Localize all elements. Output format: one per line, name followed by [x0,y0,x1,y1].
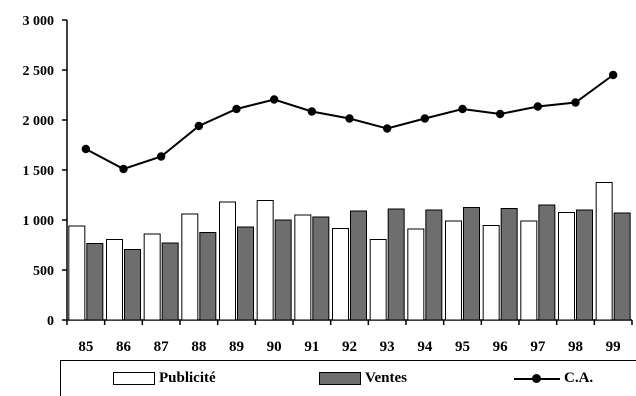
bar-ventes [538,204,556,321]
bar-publicite [219,201,236,321]
bar-publicite [520,220,538,321]
ca-point [156,152,166,161]
legend-item-ca: C.A. [514,370,593,387]
x-tick-label: 90 [267,339,282,355]
ca-point [119,164,128,174]
x-tick-label: 95 [455,339,470,355]
ca-line-series [81,70,618,174]
ca-point [608,70,618,80]
ca-point [81,144,91,154]
bar-publicite [482,225,500,321]
bar-ventes [500,208,518,321]
legend-label-ca: C.A. [564,370,594,386]
ca-point [533,102,543,111]
ca-point [269,95,279,104]
bar-publicite [595,182,613,321]
ca-point [345,114,354,123]
x-tick-label: 93 [380,339,395,355]
bar-ventes [86,243,104,321]
legend-item-publicite: Publicité [113,370,216,387]
bar-ventes [350,210,367,321]
bar-publicite [332,228,349,321]
y-tick-label: 1 500 [23,164,55,179]
legend-swatch-ca [514,372,560,385]
bar-ventes [613,212,631,321]
legend-label-publicite: Publicité [159,370,216,386]
ca-point [382,124,392,133]
bar-publicite [106,239,123,321]
bar-publicite [369,239,387,321]
axis-labels: 0 500 1 000 1 500 2 000 2 500 3 000 85 86 87 88 89 9… [23,14,621,355]
ca-point [458,104,467,114]
bar-ventes [237,226,254,321]
x-tick-label: 96 [493,339,509,355]
chart-svg: 0 500 1 000 1 500 2 000 2 500 3 000 85 86 87 88 89 9… [23,14,633,355]
ca-point [495,109,505,119]
x-tick-label: 86 [116,339,132,355]
legend-label-ventes: Ventes [365,370,407,386]
legend-swatch-ventes [319,372,361,385]
axes [62,19,633,325]
bar-publicite [558,212,575,321]
y-tick-label: 500 [33,264,54,279]
bar-ventes [425,209,443,321]
bar-ventes [274,219,292,321]
bar-publicite [68,225,86,321]
bar-ventes [463,207,480,321]
ca-point [307,107,317,116]
bar-publicite [407,228,425,321]
x-tick-label: 94 [417,339,433,355]
y-tick-label: 0 [47,314,54,329]
bar-ventes [576,209,593,321]
y-tick-label: 2 000 [23,114,55,129]
ca-point [420,114,430,123]
bar-publicite [181,213,199,321]
x-tick-label: 98 [568,339,583,355]
bar-publicite [445,220,462,321]
x-tick-label: 91 [304,339,319,355]
legend-item-ventes: Ventes [319,370,407,387]
bar-ventes [199,232,217,321]
bar-ventes [312,216,330,321]
ca-point [232,104,241,114]
x-tick-label: 97 [530,339,546,355]
y-tick-label: 2 500 [23,64,55,79]
legend-swatch-publicite [113,372,155,385]
x-tick-label: 85 [78,339,93,355]
ca-point [194,121,204,131]
bars [68,182,631,321]
bar-ventes [387,208,405,321]
y-tick-label: 3 000 [23,14,55,29]
bar-publicite [294,214,312,321]
ca-point [571,98,580,107]
x-tick-label: 89 [229,339,244,355]
bar-publicite [143,233,161,321]
bar-ventes [161,242,179,321]
x-tick-label: 87 [154,339,170,355]
y-tick-label: 1 000 [23,214,55,229]
x-tick-label: 92 [342,339,357,355]
x-tick-label: 99 [606,339,621,355]
bar-publicite [256,200,274,321]
bar-ventes [124,249,141,321]
x-tick-label: 88 [191,339,206,355]
legend: Publicité Ventes C.A. [60,360,636,396]
